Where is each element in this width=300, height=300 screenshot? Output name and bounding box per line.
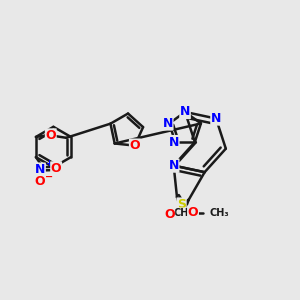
- Text: +: +: [45, 159, 52, 168]
- Text: O: O: [45, 129, 56, 142]
- Text: N: N: [169, 159, 179, 172]
- Text: O: O: [188, 206, 198, 219]
- Text: N: N: [211, 112, 221, 125]
- Text: O: O: [51, 162, 62, 175]
- Text: −: −: [45, 172, 53, 182]
- Text: CH₃: CH₃: [209, 208, 229, 218]
- Text: O: O: [164, 208, 175, 220]
- Text: N: N: [163, 117, 173, 130]
- Text: N: N: [169, 136, 179, 148]
- Text: N: N: [180, 106, 190, 118]
- Text: CH₃: CH₃: [174, 208, 193, 218]
- Text: N: N: [35, 163, 45, 176]
- Text: O: O: [35, 175, 45, 188]
- Text: O: O: [130, 139, 140, 152]
- Text: S: S: [177, 198, 186, 211]
